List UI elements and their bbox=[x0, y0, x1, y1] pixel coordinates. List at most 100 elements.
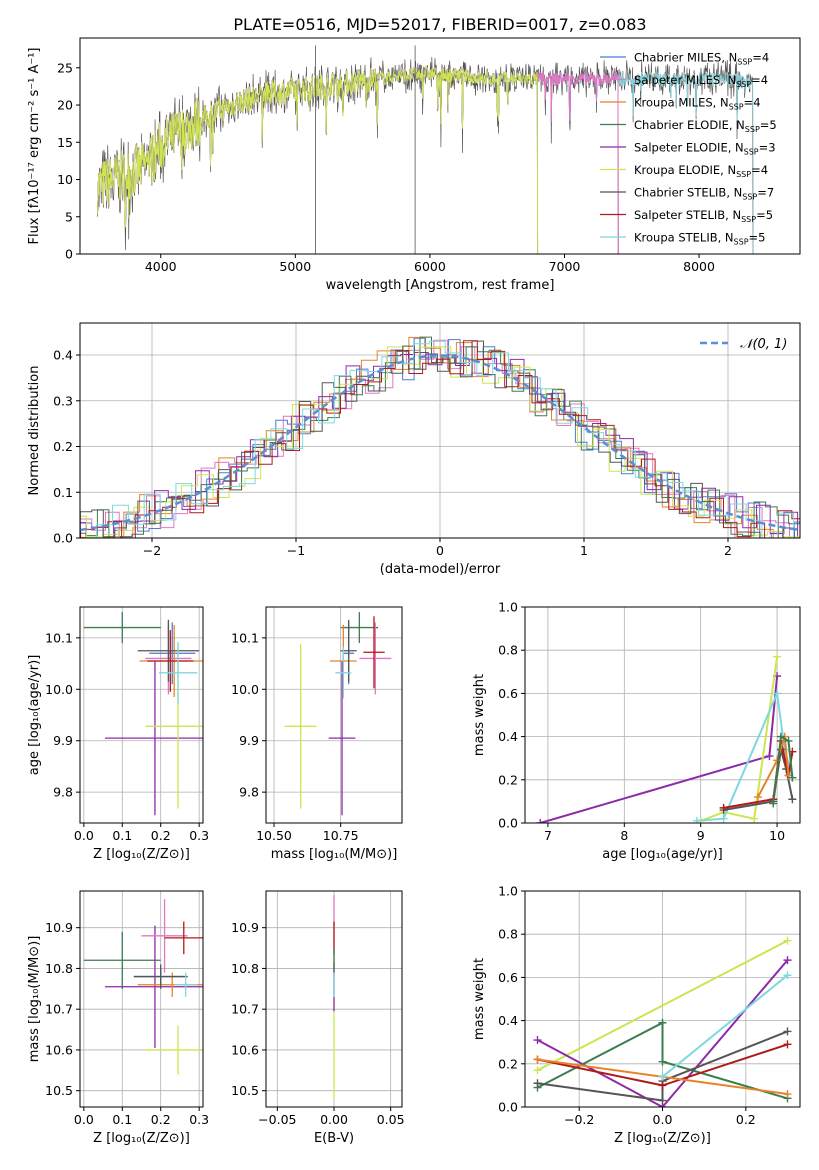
legend-model: Salpeter MILES bbox=[634, 73, 720, 87]
plot-area bbox=[97, 45, 754, 254]
x-tick-label: 0.2 bbox=[151, 828, 171, 843]
legend-label: Kroupa STELIB, NSSP=5 bbox=[634, 231, 766, 247]
x-tick-label: 0.0 bbox=[74, 1112, 94, 1127]
legend-nssp-value: 4 bbox=[762, 51, 769, 65]
legend-nssp-value: 4 bbox=[761, 73, 768, 87]
x-tick-label: 9 bbox=[697, 828, 705, 843]
y-axis-label: mass weight bbox=[472, 674, 487, 756]
x-tick-label: 0.00 bbox=[320, 1112, 348, 1127]
x-tick-label: 4000 bbox=[145, 259, 177, 274]
x-tick-label: 10 bbox=[769, 828, 785, 843]
x-tick-label: 8 bbox=[620, 828, 628, 843]
y-tick-label: 25 bbox=[57, 60, 73, 75]
y-tick-label: 10.9 bbox=[45, 920, 73, 935]
mass-vs-ebv-panel: −0.05 0.00 0.05 10.5 10.6 10.7 10.8 10.9 E(B-V) bbox=[231, 890, 405, 1146]
legend-label: 𝒩(0, 1) bbox=[740, 337, 787, 352]
y-axis-label: Normed distribution bbox=[27, 366, 42, 496]
weight-marker bbox=[765, 752, 774, 761]
x-tick-label: 0.0 bbox=[74, 828, 94, 843]
y-tick-label: 10.1 bbox=[45, 630, 73, 645]
legend-model: Kroupa STELIB bbox=[634, 231, 718, 245]
legend-nssp-prefix: , N bbox=[718, 231, 734, 245]
y-tick-label: 0.2 bbox=[498, 772, 518, 787]
legend-nssp-equals: = bbox=[749, 231, 759, 245]
legend-nssp-subscript: SSP bbox=[737, 58, 752, 67]
legend-nssp-subscript: SSP bbox=[741, 215, 756, 224]
y-axis-label: age [log₁₀(age/yr)] bbox=[27, 655, 42, 776]
legend-model: Salpeter ELODIE bbox=[634, 141, 728, 155]
y-tick-label: 0.8 bbox=[498, 927, 518, 942]
y-tick-label: 0.0 bbox=[53, 531, 73, 546]
legend-nssp-prefix: , N bbox=[725, 208, 741, 222]
age-vs-mass-panel: 10.50 10.75 9.8 9.9 10.0 10.1 mass [log₁₀(M/M⊙… bbox=[231, 606, 403, 862]
weight-line bbox=[700, 656, 779, 822]
y-tick-label: 10.9 bbox=[231, 920, 259, 935]
legend-nssp-prefix: , N bbox=[713, 96, 729, 110]
axes-frame bbox=[524, 606, 801, 824]
weight-marker bbox=[658, 1072, 667, 1081]
legend-nssp-subscript: SSP bbox=[745, 125, 760, 134]
legend-nssp-equals: = bbox=[744, 96, 754, 110]
x-tick-label: 2 bbox=[724, 543, 732, 558]
weight-marker bbox=[719, 814, 728, 823]
y-tick-label: 10.8 bbox=[45, 961, 73, 976]
weight-marker bbox=[658, 1057, 667, 1066]
legend-nssp-equals: = bbox=[751, 163, 761, 177]
x-tick-label: 5000 bbox=[279, 259, 311, 274]
legend-nssp-value: 5 bbox=[766, 208, 773, 222]
y-tick-label: 10.5 bbox=[231, 1083, 259, 1098]
legend-label: Kroupa MILES, NSSP=4 bbox=[634, 96, 761, 112]
weight-marker bbox=[658, 1081, 667, 1090]
legend-nssp-equals: = bbox=[757, 186, 767, 200]
y-tick-label: 0.8 bbox=[498, 643, 518, 658]
weight-marker bbox=[783, 1040, 792, 1049]
weight-marker bbox=[658, 1018, 667, 1027]
weight-line bbox=[537, 939, 788, 1072]
weight-line bbox=[537, 1030, 788, 1102]
weight-marker bbox=[784, 736, 793, 745]
legend-nssp-subscript: SSP bbox=[729, 103, 744, 112]
x-axis-label: mass [log₁₀(M/M⊙)] bbox=[271, 847, 398, 862]
weight-marker bbox=[788, 795, 797, 804]
normal-curve bbox=[80, 354, 800, 532]
residuals-panel: −2 −1 0 1 2 0.0 0.1 0.2 0.3 0.4 (data-model)/error… bbox=[27, 322, 801, 577]
legend-model: Chabrier MILES bbox=[634, 51, 721, 65]
plot-area bbox=[533, 936, 792, 1107]
y-tick-label: 9.9 bbox=[53, 733, 73, 748]
x-tick-label: 0.2 bbox=[151, 1112, 171, 1127]
x-tick-label: −0.2 bbox=[564, 1112, 594, 1127]
legend-nssp-value: 5 bbox=[758, 231, 765, 245]
plot-area bbox=[284, 612, 392, 816]
y-tick-label: 10.8 bbox=[231, 961, 259, 976]
x-tick-label: 0.3 bbox=[189, 828, 209, 843]
y-tick-label: 10.1 bbox=[231, 630, 259, 645]
legend-nssp-equals: = bbox=[756, 208, 766, 222]
legend-nssp-subscript: SSP bbox=[734, 238, 749, 247]
y-axis-label: Flux [fλ10⁻¹⁷ erg cm⁻² s⁻¹ A⁻¹] bbox=[27, 48, 42, 245]
histogram-steps bbox=[80, 340, 800, 538]
weight-marker bbox=[773, 689, 782, 698]
x-tick-label: 1 bbox=[580, 543, 588, 558]
y-tick-label: 0.4 bbox=[53, 348, 73, 363]
legend-nssp-subscript: SSP bbox=[742, 193, 757, 202]
x-tick-label: 0.2 bbox=[736, 1112, 756, 1127]
weight-marker bbox=[783, 956, 792, 965]
weight-marker bbox=[783, 1090, 792, 1099]
x-axis-label: Z [log₁₀(Z/Z⊙)] bbox=[93, 1131, 190, 1146]
histogram-steps bbox=[80, 340, 800, 538]
y-tick-label: 15 bbox=[57, 135, 73, 150]
weight-marker bbox=[773, 652, 782, 661]
legend-model: Salpeter STELIB bbox=[634, 208, 725, 222]
weight-marker bbox=[753, 793, 762, 802]
y-tick-label: 10.5 bbox=[45, 1083, 73, 1098]
plot-area bbox=[83, 612, 203, 816]
x-tick-label: 0.1 bbox=[112, 1112, 132, 1127]
spectrum-line bbox=[97, 65, 539, 254]
y-tick-label: 0.6 bbox=[498, 970, 518, 985]
y-tick-label: 0 bbox=[65, 247, 73, 262]
legend-model: Kroupa ELODIE bbox=[634, 163, 720, 177]
y-tick-label: 9.8 bbox=[53, 785, 73, 800]
y-axis-label: mass weight bbox=[472, 958, 487, 1040]
y-tick-label: 20 bbox=[57, 98, 73, 113]
